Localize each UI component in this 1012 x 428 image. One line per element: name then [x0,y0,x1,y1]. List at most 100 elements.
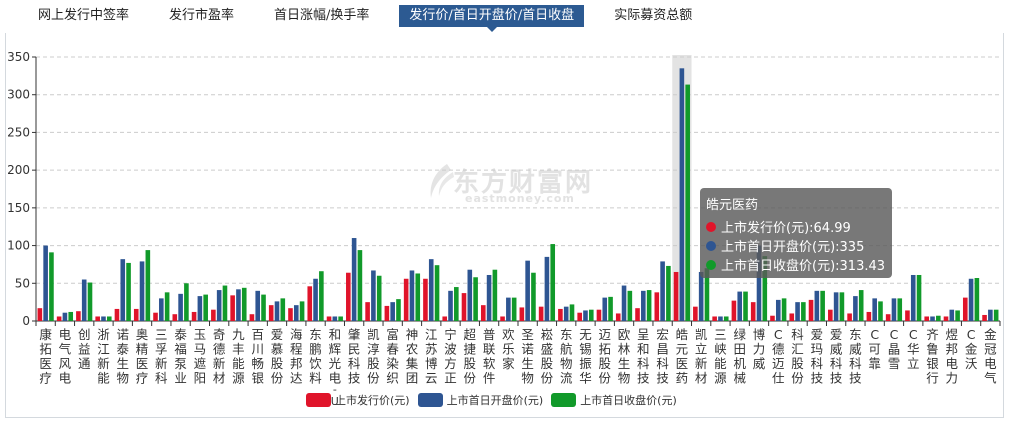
bar[interactable] [415,273,421,321]
bar[interactable] [538,306,544,321]
bar[interactable] [164,292,170,321]
bar[interactable] [558,308,563,321]
bar[interactable] [666,265,671,321]
bar[interactable] [853,296,858,321]
bar[interactable] [641,290,646,321]
bar[interactable] [891,298,897,321]
bar[interactable] [326,316,332,321]
bar[interactable] [62,312,68,321]
bar[interactable] [357,250,363,321]
bar[interactable] [49,252,54,321]
bar[interactable] [197,296,203,321]
bar[interactable] [770,315,775,321]
bar[interactable] [801,302,806,321]
legend-item-close-price[interactable]: 上市首日收盘价(元) [551,392,677,408]
bar[interactable] [910,274,916,321]
bar[interactable] [384,305,390,321]
bar[interactable] [693,306,698,321]
bar[interactable] [588,309,594,321]
bar[interactable] [615,313,621,321]
bar[interactable] [467,269,473,321]
tab-issue-pe[interactable]: 发行市盈率 [169,8,235,23]
bar[interactable] [525,260,530,321]
bar[interactable] [114,308,120,321]
bar[interactable] [153,312,158,321]
bar[interactable] [390,302,395,321]
bar[interactable] [203,294,208,321]
bar[interactable] [602,297,608,321]
bar[interactable] [723,316,729,321]
bar[interactable] [660,261,665,321]
bar[interactable] [43,245,48,321]
bar[interactable] [731,300,737,321]
bar[interactable] [461,293,467,321]
bar[interactable] [139,261,145,321]
bar[interactable] [299,301,305,321]
bar[interactable] [211,309,216,321]
bar[interactable] [492,269,498,321]
bar[interactable] [635,308,640,321]
bar[interactable] [288,308,293,321]
bar[interactable] [872,298,877,321]
bar[interactable] [968,278,974,321]
bar[interactable] [685,84,690,321]
bar[interactable] [351,238,357,321]
bar[interactable] [473,277,478,321]
bar[interactable] [718,316,723,321]
bar[interactable] [365,302,370,321]
bar[interactable] [332,316,338,321]
bar[interactable] [577,312,582,321]
bar[interactable] [936,315,941,321]
bar[interactable] [839,292,845,321]
bar[interactable] [434,265,440,321]
bar[interactable] [924,316,930,321]
bar[interactable] [974,278,980,321]
bar[interactable] [858,290,864,321]
bar[interactable] [897,298,903,321]
bar[interactable] [531,272,536,321]
bar[interactable] [506,297,511,321]
bar[interactable] [712,316,717,321]
bar[interactable] [236,289,241,321]
bar[interactable] [627,290,633,321]
bar[interactable] [95,316,100,321]
bar[interactable] [949,309,955,321]
bar[interactable] [500,316,505,321]
bar[interactable] [268,305,274,321]
bar[interactable] [423,278,428,321]
bar[interactable] [191,311,197,321]
bar[interactable] [789,313,795,321]
bar[interactable] [184,283,189,321]
bar[interactable] [833,292,839,321]
bar[interactable] [982,314,987,321]
bar[interactable] [962,297,968,321]
bar[interactable] [313,278,318,321]
bar[interactable] [673,271,679,321]
bar[interactable] [550,244,556,321]
bar[interactable] [230,295,235,321]
tab-issue-open-close-price[interactable]: 发行价/首日开盘价/首日收盘 [399,5,585,32]
bar[interactable] [775,299,781,321]
bar[interactable] [409,270,415,321]
bar[interactable] [145,250,151,321]
bar[interactable] [943,316,949,321]
bar[interactable] [106,316,112,321]
bar[interactable] [519,307,525,321]
bar[interactable] [511,297,517,321]
bar[interactable] [814,290,820,321]
bar[interactable] [396,299,401,321]
bar[interactable] [704,268,710,321]
bar[interactable] [762,256,768,321]
bar[interactable] [403,278,409,321]
bar[interactable] [795,302,800,321]
bar[interactable] [486,274,492,321]
bar[interactable] [307,286,313,321]
bar[interactable] [428,259,434,321]
bar[interactable] [87,282,93,321]
bar[interactable] [847,313,852,321]
bar[interactable] [442,316,448,321]
bar[interactable] [679,68,685,321]
bar[interactable] [274,301,280,321]
bar[interactable] [448,290,453,321]
bar[interactable] [172,314,178,321]
